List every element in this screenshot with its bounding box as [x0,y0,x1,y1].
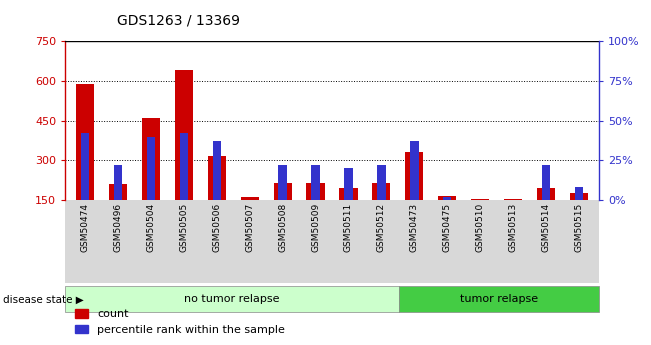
Text: disease state ▶: disease state ▶ [3,294,84,304]
Bar [410,141,419,200]
Bar [180,134,188,200]
Legend: count, percentile rank within the sample: count, percentile rank within the sample [71,305,290,339]
Bar [81,134,89,200]
Bar [208,156,226,200]
Bar [438,196,456,200]
Bar [570,194,589,200]
Bar [339,188,357,200]
Bar [372,183,391,200]
Bar [109,184,127,200]
Bar [504,199,522,200]
Bar [344,168,353,200]
Bar [471,199,490,200]
Bar [575,187,583,200]
Text: GDS1263 / 13369: GDS1263 / 13369 [117,14,240,28]
Bar [279,165,286,200]
Bar [443,197,451,200]
Bar [406,152,423,200]
Text: tumor relapse: tumor relapse [460,294,538,304]
Bar [307,183,325,200]
Bar [378,165,385,200]
Bar [213,141,221,200]
Bar [311,165,320,200]
Bar [542,165,550,200]
Bar [142,118,160,200]
Bar [114,165,122,200]
Bar [273,183,292,200]
Bar [537,188,555,200]
Text: no tumor relapse: no tumor relapse [184,294,280,304]
Bar [146,137,155,200]
Bar [241,197,258,200]
Bar [76,84,94,200]
Bar [174,70,193,200]
